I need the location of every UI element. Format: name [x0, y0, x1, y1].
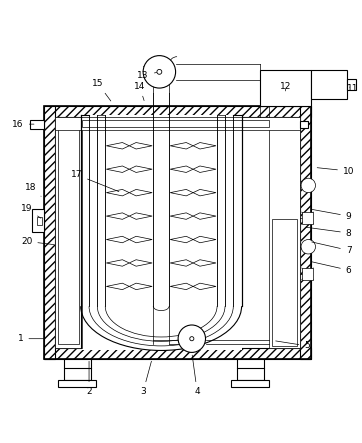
- Bar: [269, 117, 300, 348]
- Polygon shape: [106, 236, 129, 243]
- Text: 2: 2: [86, 361, 92, 396]
- Polygon shape: [106, 143, 129, 149]
- Text: 6: 6: [312, 262, 352, 275]
- Text: 10: 10: [317, 167, 354, 175]
- Polygon shape: [170, 190, 193, 196]
- Polygon shape: [193, 213, 216, 219]
- Bar: [81, 115, 241, 350]
- Polygon shape: [129, 213, 152, 219]
- Circle shape: [301, 178, 316, 193]
- Text: 14: 14: [134, 82, 145, 101]
- Text: 8: 8: [306, 227, 352, 237]
- Circle shape: [178, 325, 206, 352]
- Polygon shape: [170, 143, 193, 149]
- Polygon shape: [129, 236, 152, 243]
- Bar: [44, 348, 311, 358]
- Polygon shape: [106, 283, 129, 290]
- Polygon shape: [193, 190, 216, 196]
- Bar: [300, 106, 311, 358]
- Text: 5: 5: [276, 341, 310, 350]
- Bar: [300, 121, 308, 128]
- Bar: [82, 120, 269, 127]
- Polygon shape: [106, 213, 129, 219]
- Bar: [37, 217, 42, 225]
- Text: 16: 16: [12, 120, 34, 128]
- Text: 18: 18: [25, 183, 41, 196]
- Circle shape: [190, 337, 194, 341]
- Polygon shape: [129, 190, 152, 196]
- Bar: [64, 368, 91, 381]
- Circle shape: [143, 56, 176, 88]
- Bar: [347, 79, 356, 90]
- Bar: [44, 106, 55, 358]
- Polygon shape: [170, 283, 193, 290]
- Polygon shape: [129, 143, 152, 149]
- Text: 1: 1: [18, 334, 45, 343]
- Polygon shape: [106, 190, 129, 196]
- Text: 17: 17: [71, 170, 119, 192]
- Polygon shape: [129, 166, 152, 172]
- Polygon shape: [170, 260, 193, 266]
- Text: 3: 3: [140, 361, 151, 396]
- Bar: [58, 381, 96, 387]
- Bar: [55, 117, 300, 129]
- Text: 15: 15: [92, 79, 111, 101]
- Polygon shape: [193, 283, 216, 290]
- Text: 11: 11: [346, 84, 358, 93]
- Polygon shape: [129, 260, 152, 266]
- Text: 9: 9: [312, 210, 352, 221]
- Polygon shape: [106, 166, 129, 172]
- Bar: [58, 120, 79, 344]
- Bar: [33, 209, 44, 232]
- Polygon shape: [193, 260, 216, 266]
- Polygon shape: [170, 236, 193, 243]
- Polygon shape: [170, 213, 193, 219]
- Bar: [260, 70, 311, 106]
- Text: 20: 20: [21, 237, 54, 246]
- Polygon shape: [106, 260, 129, 266]
- Bar: [44, 106, 311, 117]
- Bar: [30, 120, 44, 129]
- Polygon shape: [193, 143, 216, 149]
- Circle shape: [157, 70, 162, 74]
- Bar: [272, 219, 297, 346]
- Text: 4: 4: [192, 355, 200, 396]
- Polygon shape: [193, 166, 216, 172]
- Text: 19: 19: [21, 204, 41, 218]
- Bar: [231, 381, 269, 387]
- Text: 7: 7: [312, 242, 352, 255]
- Circle shape: [301, 240, 316, 254]
- Text: 12: 12: [280, 82, 291, 91]
- Polygon shape: [193, 236, 216, 243]
- Bar: [55, 117, 82, 348]
- Polygon shape: [170, 166, 193, 172]
- Polygon shape: [129, 283, 152, 290]
- Bar: [302, 268, 313, 280]
- Bar: [302, 212, 313, 224]
- Bar: [237, 368, 264, 381]
- Bar: [44, 106, 311, 358]
- Text: 13: 13: [138, 71, 157, 80]
- Bar: [311, 70, 347, 99]
